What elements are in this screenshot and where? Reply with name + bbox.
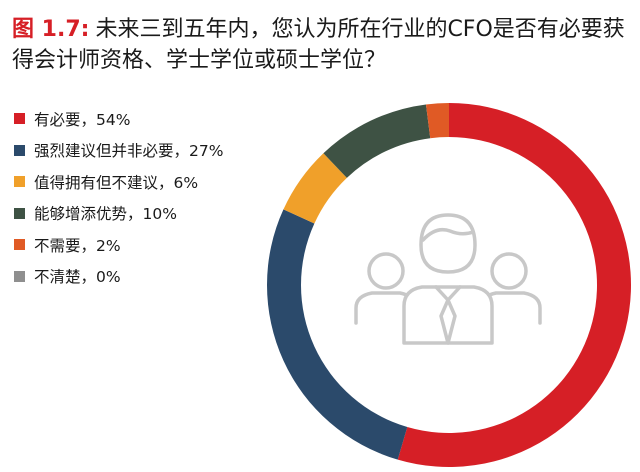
figure-label: 图 1.7: <box>12 17 90 42</box>
legend-label: 强烈建议但并非必要，27% <box>34 142 224 161</box>
chart-title: 图 1.7: 未来三到五年内，您认为所在行业的CFO是否有必要获得会计师资格、学士… <box>12 14 628 76</box>
group-of-people-icon <box>354 213 542 345</box>
donut-slices <box>267 103 631 467</box>
legend-swatch <box>14 207 25 219</box>
title-text: 未来三到五年内，您认为所在行业的CFO是否有必要获得会计师资格、学士学位或硕士学… <box>12 17 625 73</box>
chart-legend: 有必要，54% 强烈建议但并非必要，27% 值得拥有但不建议，6% 能够增添优势… <box>14 103 223 292</box>
legend-item-3: 能够增添优势，10% <box>14 198 223 230</box>
legend-swatch <box>14 144 25 156</box>
legend-label: 不需要，2% <box>34 236 121 255</box>
donut-slice-2 <box>283 153 347 224</box>
legend-label: 不清楚，0% <box>34 268 121 287</box>
legend-label: 值得拥有但不建议，6% <box>34 173 199 192</box>
donut-slice-3 <box>323 104 431 178</box>
legend-swatch <box>14 113 25 125</box>
donut-slice-0 <box>397 103 631 467</box>
legend-item-0: 有必要，54% <box>14 103 223 135</box>
legend-item-4: 不需要，2% <box>14 229 223 261</box>
legend-item-1: 强烈建议但并非必要，27% <box>14 135 223 167</box>
legend-item-5: 不清楚，0% <box>14 261 223 293</box>
donut-slice-1 <box>267 209 408 460</box>
legend-label: 有必要，54% <box>34 110 131 129</box>
legend-item-2: 值得拥有但不建议，6% <box>14 166 223 198</box>
legend-swatch <box>14 176 25 188</box>
donut-slice-4 <box>425 103 449 139</box>
legend-label: 能够增添优势，10% <box>34 205 177 224</box>
legend-swatch <box>14 239 25 251</box>
legend-swatch <box>14 270 25 282</box>
